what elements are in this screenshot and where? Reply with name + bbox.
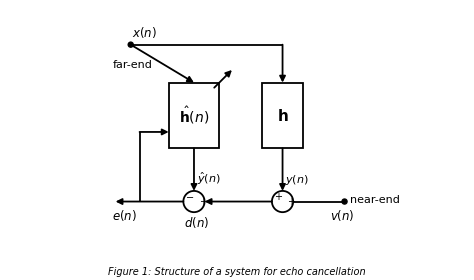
Text: $\mathbf{h}$: $\mathbf{h}$ <box>277 108 288 123</box>
Text: $x(n)$: $x(n)$ <box>132 25 157 39</box>
Text: Figure 1: Structure of a system for echo cancellation: Figure 1: Structure of a system for echo… <box>108 267 366 277</box>
Circle shape <box>342 199 347 204</box>
Text: near-end: near-end <box>350 195 400 205</box>
Text: $+$: $+$ <box>199 196 208 207</box>
Text: $\hat{\mathbf{h}}(n)$: $\hat{\mathbf{h}}(n)$ <box>179 105 209 126</box>
Text: $e(n)$: $e(n)$ <box>112 208 137 223</box>
Circle shape <box>183 191 205 212</box>
Text: $+$: $+$ <box>274 191 283 202</box>
Text: $\hat{y}(n)$: $\hat{y}(n)$ <box>197 171 220 187</box>
Bar <box>169 83 219 148</box>
Bar <box>262 83 303 148</box>
Text: $-$: $-$ <box>185 191 194 201</box>
Circle shape <box>128 42 133 47</box>
Text: $+$: $+$ <box>287 196 296 207</box>
Text: $y(n)$: $y(n)$ <box>285 173 309 187</box>
Circle shape <box>272 191 293 212</box>
Text: $v(n)$: $v(n)$ <box>330 208 354 223</box>
Text: $d(n)$: $d(n)$ <box>184 215 209 230</box>
Text: far-end: far-end <box>113 60 153 70</box>
